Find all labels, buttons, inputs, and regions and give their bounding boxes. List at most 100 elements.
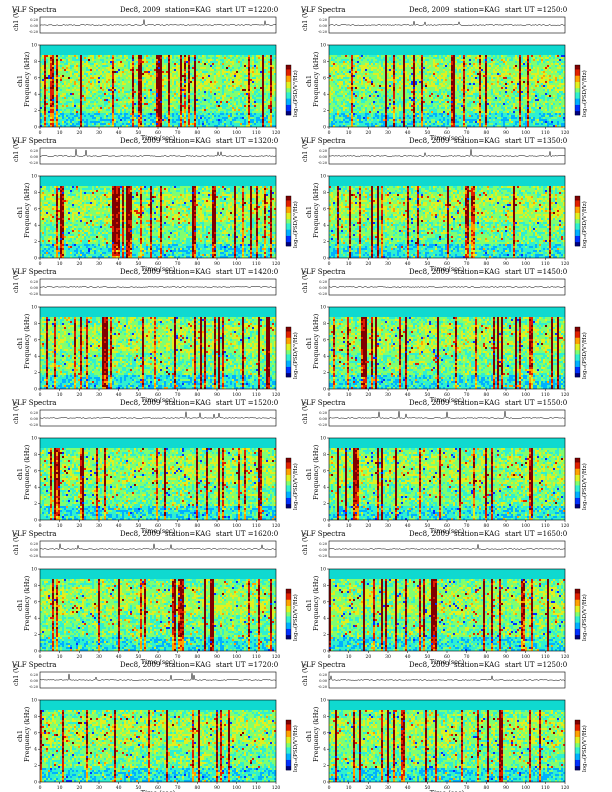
spectrogram-cell <box>172 119 174 121</box>
spectrogram-cell <box>124 105 126 107</box>
spectrogram-cell <box>116 97 118 99</box>
spectrogram-cell <box>122 85 124 87</box>
spectrogram-cell <box>168 97 170 99</box>
spectrogram-cell <box>80 121 82 123</box>
spectrogram-cell <box>100 123 102 125</box>
spectrogram-cell <box>142 57 144 59</box>
spectrogram-cell <box>134 79 136 81</box>
spectrogram-cell <box>166 115 168 117</box>
spectrogram-cell <box>170 105 172 107</box>
spectrogram-cell <box>218 57 220 59</box>
spectrogram-cell <box>88 57 90 59</box>
spectrogram-cell <box>142 89 144 91</box>
spectrogram-cell <box>110 121 112 123</box>
spectrogram-cell <box>198 125 200 127</box>
spectrogram-cell <box>162 119 164 121</box>
spectrogram-cell <box>94 75 96 77</box>
spectrogram-cell <box>82 85 84 87</box>
spectrogram-cell <box>68 79 70 81</box>
spectrogram-cell <box>120 65 122 67</box>
spectrogram-cell <box>60 105 62 107</box>
spectrogram-cell <box>76 73 78 75</box>
spectrogram-cell <box>68 89 70 91</box>
spectrogram-cell <box>174 61 176 63</box>
spectrogram-cell <box>152 111 154 113</box>
spectrogram-cell <box>74 59 76 61</box>
spectrogram-cell <box>200 113 202 115</box>
spectrogram-cell <box>76 105 78 107</box>
spectrogram-cell <box>90 117 92 119</box>
spectrogram-cell <box>128 121 130 123</box>
spectrogram-cell <box>178 67 180 69</box>
spectrogram-cell <box>192 115 194 117</box>
spectrogram-cell <box>212 113 214 115</box>
spectrogram-cell <box>84 87 86 89</box>
spectrogram-cell <box>210 57 212 59</box>
spectrogram-cell <box>90 59 92 61</box>
spectrogram-cell <box>80 125 82 127</box>
spectrogram-cell <box>64 55 66 57</box>
spectrogram-cell <box>126 83 128 85</box>
spectrogram-cell <box>92 95 94 97</box>
spectrogram-cell <box>184 93 186 95</box>
spectrogram-cell <box>76 121 78 123</box>
spectrogram-cell <box>52 63 54 65</box>
spectrogram-cell <box>90 93 92 95</box>
spectrogram-cell <box>62 75 64 77</box>
spectrogram-cell <box>128 119 130 121</box>
spectrogram-cell <box>66 109 68 111</box>
spectrogram-cell <box>140 71 142 73</box>
spectrogram-cell <box>98 121 100 123</box>
spectrogram-cell <box>52 111 54 113</box>
spectrogram-cell <box>178 75 180 77</box>
spectrogram-cell <box>190 101 192 103</box>
spectrogram-cell <box>70 79 72 81</box>
spectrogram-cell <box>142 79 144 81</box>
spectrogram-cell <box>154 75 156 77</box>
spectrogram-cell <box>134 85 136 87</box>
spectrogram-cell <box>106 103 108 105</box>
spectrogram-cell <box>168 65 170 67</box>
spectrogram-cell <box>180 65 182 67</box>
spectrogram-cell <box>152 65 154 67</box>
spectrogram-cell <box>202 55 204 57</box>
spectrogram-cell <box>46 103 48 105</box>
spectrogram-cell <box>186 95 188 97</box>
spectrogram-cell <box>140 95 142 97</box>
spectrogram-cell <box>88 117 90 119</box>
spectrogram-cell <box>204 65 206 67</box>
spectrogram-cell <box>170 63 172 65</box>
spectrogram-cell <box>202 101 204 103</box>
spectrogram-cell <box>216 79 218 81</box>
spectrogram-cell <box>114 69 116 71</box>
spectrogram-cell <box>60 75 62 77</box>
spectrogram-cell <box>188 57 190 59</box>
spectrogram-cell <box>90 87 92 89</box>
spectrogram-cell <box>184 105 186 107</box>
spectrogram-cell <box>102 65 104 67</box>
spectrogram-cell <box>102 89 104 91</box>
spectrogram-cell <box>48 97 50 99</box>
spectrogram-cell <box>48 87 50 89</box>
spectrogram-cell <box>100 113 102 115</box>
spectrogram-cell <box>130 119 132 121</box>
spectrogram-cell <box>42 95 44 97</box>
spectrogram-cell <box>168 101 170 103</box>
spectrogram-cell <box>134 101 136 103</box>
spectrogram-cell <box>138 107 140 109</box>
spectrogram-cell <box>86 119 88 121</box>
spectrogram-cell <box>66 81 68 83</box>
spectrogram-cell <box>124 81 126 83</box>
spectrogram-cell <box>188 85 190 87</box>
spectrogram-cell <box>174 123 176 125</box>
spectrogram-cell <box>88 63 90 65</box>
spectrogram-cell <box>112 101 114 103</box>
spectrogram-cell <box>114 111 116 113</box>
spectrogram-cell <box>154 113 156 115</box>
spectrogram-cell <box>150 119 152 121</box>
spectrogram-cell <box>44 101 46 103</box>
spectrogram-cell <box>122 73 124 75</box>
spectrogram-cell <box>106 87 108 89</box>
spectrogram-cell <box>48 55 50 57</box>
spectrogram-cell <box>96 87 98 89</box>
